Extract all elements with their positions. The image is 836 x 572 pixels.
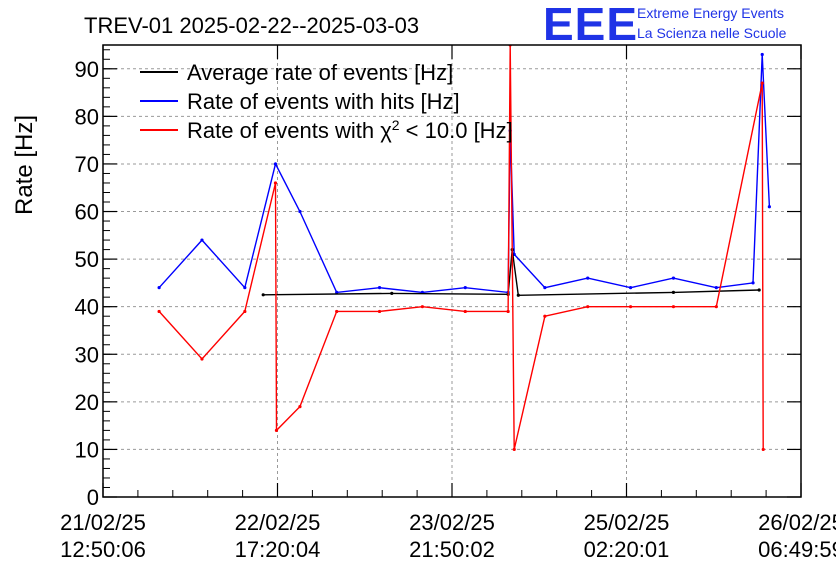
y-tick-label: 50 [75,247,99,272]
data-point [420,305,425,309]
legend-label: Average rate of events [Hz] [187,60,453,85]
chart-title: TREV-01 2025-02-22--2025-03-03 [84,13,419,38]
y-tick-label: 60 [75,200,99,225]
data-point [335,309,339,314]
data-point [273,162,278,166]
x-tick-date: 21/02/25 [60,510,146,535]
y-tick-label: 0 [87,485,99,510]
data-point [543,314,547,318]
x-tick-time: 21:50:02 [409,537,495,562]
y-tick-label: 30 [75,342,99,367]
data-point [751,281,755,285]
data-point [628,286,633,290]
eee-logo: EEE Extreme Energy Events La Scienza nel… [543,0,787,50]
data-point [243,286,247,290]
data-point [298,209,302,214]
data-point [463,309,467,314]
data-point [714,286,718,290]
data-point [298,405,302,409]
data-point [377,286,382,290]
series-layer [157,45,771,452]
x-tick-date: 26/02/25 [758,510,836,535]
y-tick-label: 40 [75,295,99,320]
y-tick-label: 90 [75,57,99,82]
data-point [757,288,761,292]
legend-label: Rate of events with hits [Hz] [187,89,460,114]
data-point [760,52,764,57]
legend-label: Rate of events with χ2 < 10.0 [Hz] [187,117,513,143]
legend-label-tail: < 10.0 [Hz] [400,118,513,143]
data-point [714,305,718,309]
data-point [671,305,676,309]
data-point [628,305,633,309]
legend-superscript: 2 [392,117,400,133]
data-point [157,309,161,314]
x-tick-time: 06:49:59 [758,537,836,562]
x-tick-time: 17:20:04 [235,537,321,562]
x-tick-time: 02:20:01 [584,537,670,562]
data-point [463,286,467,290]
y-tick-label: 70 [75,152,99,177]
data-point [261,293,265,297]
brand-line-2: La Scienza nelle Scuole [637,25,787,41]
data-point [671,290,676,295]
data-point [586,305,590,309]
data-point [157,286,161,290]
data-point [243,309,247,314]
data-point [761,447,765,452]
data-point [390,291,394,295]
x-tick-date: 23/02/25 [409,510,495,535]
x-tick-time: 12:50:06 [60,537,146,562]
data-point [767,205,771,209]
y-axis-label: Rate [Hz] [11,115,38,215]
eee-logo-text: EEE [543,0,638,50]
legend: Average rate of events [Hz] Rate of event… [140,60,513,143]
y-axis: 0 10 20 30 40 50 60 70 80 90 [75,49,801,510]
data-point [543,286,547,290]
data-point [200,238,204,242]
data-point [274,428,279,432]
y-tick-label: 80 [75,104,99,129]
data-point [273,181,278,185]
data-point [516,293,520,297]
data-point [335,290,339,295]
data-point [506,309,510,314]
y-tick-label: 20 [75,390,99,415]
y-tick-label: 10 [75,437,99,462]
data-point [512,447,516,452]
series-line [158,45,764,450]
data-point [200,357,204,361]
data-point [377,309,382,314]
data-point [671,276,676,280]
data-point [760,81,764,85]
brand-line-1: Extreme Energy Events [637,5,784,21]
data-point [586,276,590,280]
x-tick-date: 25/02/25 [584,510,670,535]
x-tick-date: 22/02/25 [235,510,321,535]
